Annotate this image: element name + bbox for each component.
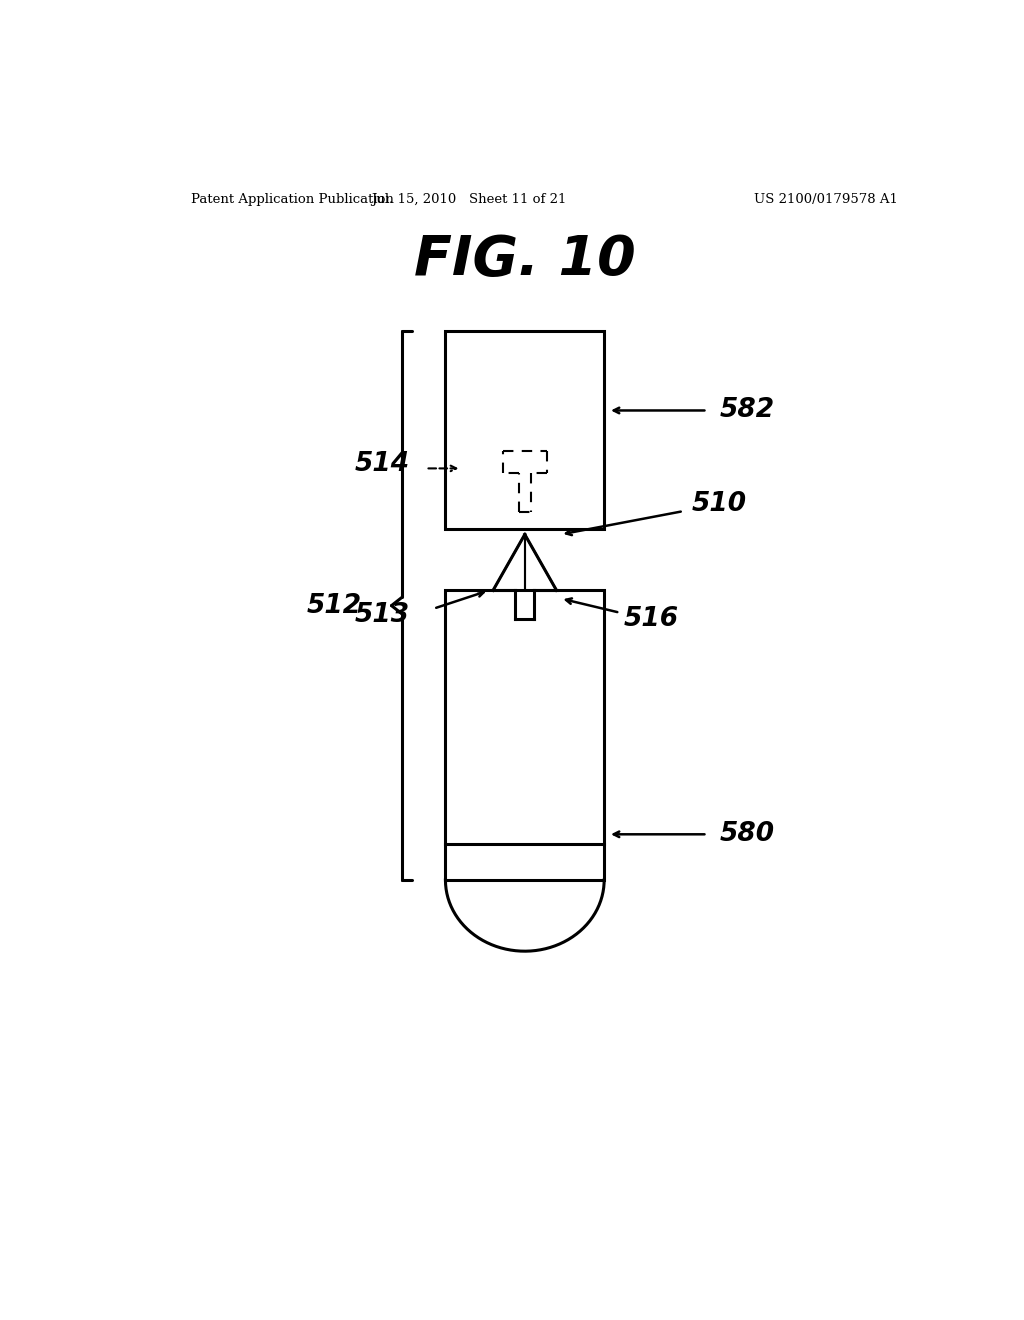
Text: 514: 514 (354, 451, 410, 478)
Bar (445, 331, 604, 529)
Text: FIG. 10: FIG. 10 (414, 234, 636, 286)
Text: 510: 510 (691, 491, 746, 517)
Text: Patent Application Publication: Patent Application Publication (191, 193, 394, 206)
Text: 580: 580 (719, 821, 774, 847)
Text: 516: 516 (624, 606, 679, 632)
Text: 513: 513 (354, 602, 410, 628)
Text: US 2100/0179578 A1: US 2100/0179578 A1 (755, 193, 898, 206)
Text: Jul. 15, 2010   Sheet 11 of 21: Jul. 15, 2010 Sheet 11 of 21 (372, 193, 567, 206)
Bar (445, 590, 604, 880)
Text: 582: 582 (719, 397, 774, 424)
Text: 512: 512 (306, 593, 361, 619)
